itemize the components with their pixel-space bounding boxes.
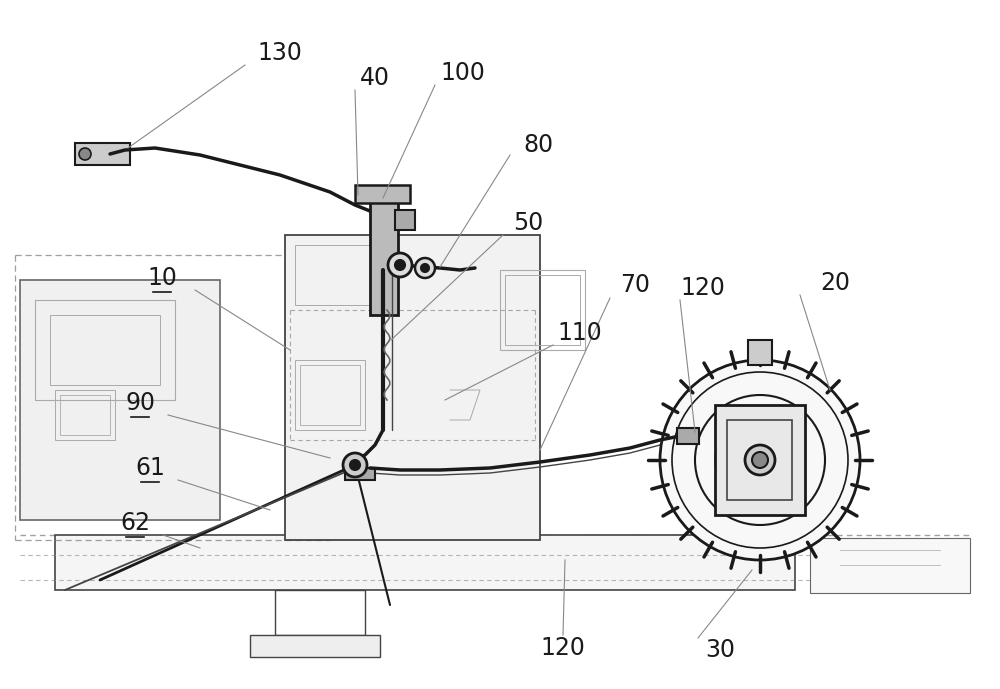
Circle shape xyxy=(745,445,775,475)
Bar xyxy=(500,270,585,350)
Bar xyxy=(748,340,772,365)
Text: 100: 100 xyxy=(441,61,485,85)
Bar xyxy=(60,395,110,435)
Bar xyxy=(370,195,398,315)
Circle shape xyxy=(752,452,768,468)
Text: 61: 61 xyxy=(135,456,165,480)
Circle shape xyxy=(350,460,360,470)
Bar xyxy=(75,143,130,165)
Text: 10: 10 xyxy=(147,266,177,290)
Bar xyxy=(35,300,175,400)
Text: 40: 40 xyxy=(360,66,390,90)
Text: 80: 80 xyxy=(523,133,553,157)
Bar xyxy=(505,275,580,345)
Bar xyxy=(55,390,115,440)
Text: 130: 130 xyxy=(258,41,302,65)
Text: 120: 120 xyxy=(541,636,585,660)
Text: 110: 110 xyxy=(558,321,602,345)
Bar xyxy=(715,405,805,515)
Polygon shape xyxy=(450,390,480,420)
Bar xyxy=(285,235,540,540)
Text: 20: 20 xyxy=(820,271,850,295)
Circle shape xyxy=(79,148,91,160)
Text: 70: 70 xyxy=(620,273,650,297)
Bar xyxy=(55,535,795,590)
Bar xyxy=(275,590,365,635)
Bar xyxy=(295,360,365,430)
Bar xyxy=(295,245,380,305)
Text: 50: 50 xyxy=(513,211,543,235)
Bar xyxy=(20,280,220,520)
Bar xyxy=(50,315,160,385)
Bar xyxy=(250,635,380,657)
Bar xyxy=(355,185,410,203)
Bar xyxy=(300,365,360,425)
Text: 120: 120 xyxy=(681,276,725,300)
Bar xyxy=(395,210,415,230)
Circle shape xyxy=(395,260,405,270)
Circle shape xyxy=(415,258,435,278)
Text: 62: 62 xyxy=(120,511,150,535)
Text: 30: 30 xyxy=(705,638,735,662)
Circle shape xyxy=(388,253,412,277)
Circle shape xyxy=(343,453,367,477)
Bar xyxy=(677,428,699,444)
Circle shape xyxy=(660,360,860,560)
Circle shape xyxy=(421,264,429,272)
Bar xyxy=(345,468,375,480)
Bar xyxy=(810,538,970,593)
Text: 90: 90 xyxy=(125,391,155,415)
Bar xyxy=(727,420,792,500)
